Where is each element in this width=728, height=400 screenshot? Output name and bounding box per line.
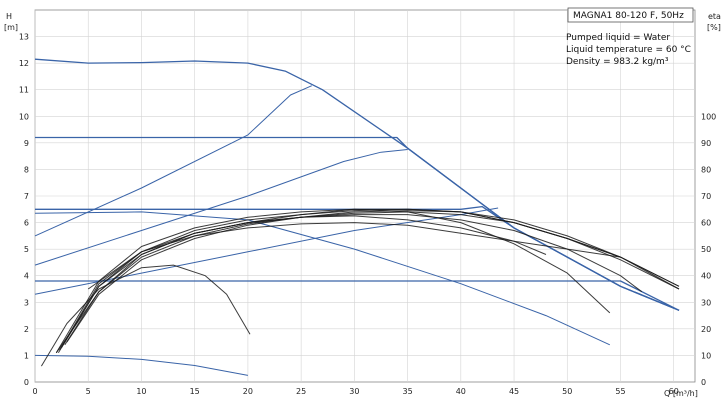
efficiency-curve-5 bbox=[64, 211, 680, 346]
x-tick-label: 25 bbox=[296, 387, 306, 396]
efficiency-curve-4 bbox=[61, 208, 680, 348]
y-right-tick-label: 20 bbox=[701, 325, 711, 334]
y-left-tick-label: 13 bbox=[19, 33, 29, 42]
y-right-tick-label: 100 bbox=[701, 112, 716, 121]
x-tick-label: 5 bbox=[86, 387, 91, 396]
efficiency-curve-7 bbox=[57, 214, 643, 354]
efficiency-curve-8 bbox=[55, 215, 547, 354]
y-axis-left-unit: [m] bbox=[4, 23, 18, 32]
y-right-tick-label: 60 bbox=[701, 219, 711, 228]
y-axis-right-unit: [%] bbox=[707, 23, 721, 32]
x-tick-label: 10 bbox=[136, 387, 146, 396]
y-left-tick-label: 6 bbox=[24, 219, 29, 228]
y-right-tick-label: 40 bbox=[701, 272, 711, 281]
y-left-tick-label: 11 bbox=[19, 86, 29, 95]
grid bbox=[34, 9, 696, 383]
chart-title: MAGNA1 80-120 F, 50Hz bbox=[573, 11, 684, 21]
efficiency-curve-6 bbox=[66, 210, 680, 343]
x-tick-label: 35 bbox=[402, 387, 412, 396]
note-liquid-temperature: Liquid temperature = 60 °C bbox=[566, 45, 691, 55]
efficiency-curve-2 bbox=[55, 208, 611, 354]
y-right-tick-label: 10 bbox=[701, 351, 711, 360]
y-left-tick-label: 5 bbox=[24, 245, 29, 254]
head-curve-5 bbox=[34, 85, 313, 237]
y-left-tick-label: 3 bbox=[24, 298, 29, 307]
x-tick-label: 55 bbox=[615, 387, 625, 396]
x-tick-label: 30 bbox=[349, 387, 359, 396]
y-left-tick-label: 0 bbox=[24, 378, 29, 387]
y-left-tick-label: 12 bbox=[19, 59, 29, 68]
x-axis-ticks: 0 5 10 15 20 25 30 35 40 45 50 55 60 bbox=[32, 387, 678, 396]
y-left-tick-label: 2 bbox=[24, 325, 29, 334]
y-left-tick-label: 7 bbox=[24, 192, 29, 201]
plot-area bbox=[34, 58, 680, 376]
x-tick-label: 45 bbox=[509, 387, 519, 396]
efficiency-curve-1 bbox=[40, 264, 251, 367]
y-right-tick-label: 70 bbox=[701, 192, 711, 201]
y-right-tick-label: 80 bbox=[701, 165, 711, 174]
x-tick-label: 20 bbox=[243, 387, 253, 396]
y-left-tick-label: 1 bbox=[24, 351, 29, 360]
x-tick-label: 60 bbox=[669, 387, 679, 396]
note-density: Density = 983.2 kg/m³ bbox=[566, 57, 669, 67]
y-right-tick-label: 30 bbox=[701, 298, 711, 307]
y-left-tick-label: 10 bbox=[19, 112, 29, 121]
head-curve-4 bbox=[35, 280, 680, 311]
head-curve-6 bbox=[34, 149, 408, 266]
head-curve-8 bbox=[34, 211, 611, 346]
x-tick-label: 15 bbox=[190, 387, 200, 396]
y-right-tick-label: 90 bbox=[701, 139, 711, 148]
head-curve-9 bbox=[34, 354, 248, 376]
y-axis-left-label: H bbox=[6, 12, 12, 21]
x-axis-label: Q [m³/h] bbox=[664, 389, 698, 398]
x-tick-label: 0 bbox=[32, 387, 37, 396]
head-curve-2 bbox=[35, 136, 680, 311]
efficiency-curve-9 bbox=[87, 222, 621, 290]
y-left-tick-label: 9 bbox=[24, 139, 29, 148]
x-tick-label: 40 bbox=[456, 387, 466, 396]
title-box bbox=[567, 7, 694, 23]
x-tick-label: 50 bbox=[562, 387, 572, 396]
y-left-tick-label: 8 bbox=[24, 165, 29, 174]
y-axis-right-label: eta bbox=[708, 12, 721, 21]
y-right-tick-label: 0 bbox=[701, 378, 706, 387]
note-pumped-liquid: Pumped liquid = Water bbox=[566, 33, 670, 43]
y-left-tick-label: 4 bbox=[24, 272, 29, 281]
right-axis-ticks: 0 10 20 30 40 50 60 70 80 90 100 bbox=[701, 112, 716, 387]
y-right-tick-label: 50 bbox=[701, 245, 711, 254]
